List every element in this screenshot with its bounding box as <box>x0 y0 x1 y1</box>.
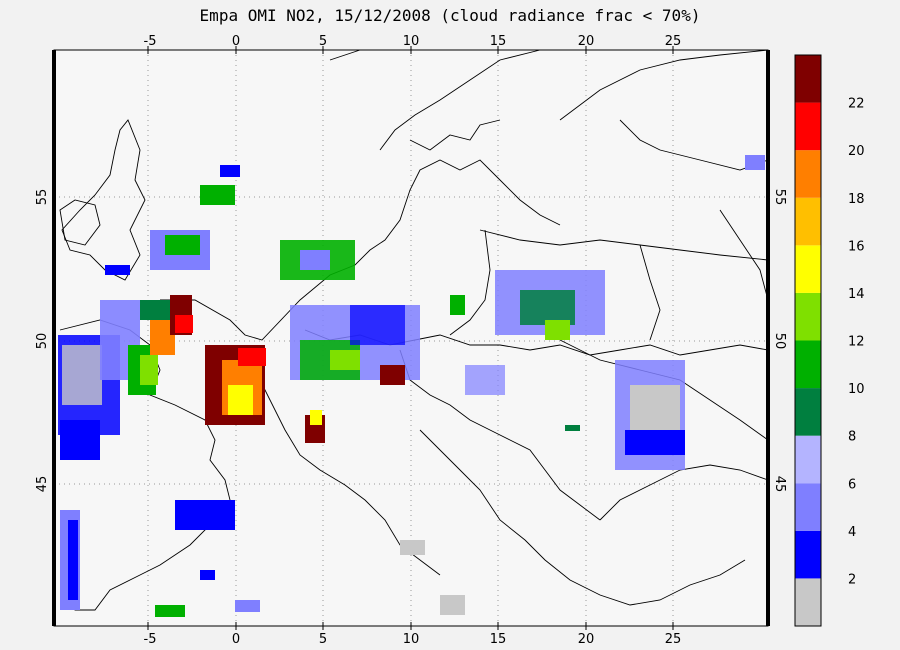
colorbar-label: 14 <box>848 287 865 302</box>
colorbar-frame <box>794 54 822 627</box>
lat-labels-right: 45 50 55 <box>772 189 787 493</box>
colorbar-label: 4 <box>848 525 856 540</box>
lat-tick-label: 45 <box>35 476 50 493</box>
colorbar-swatch <box>795 435 821 484</box>
lat-tick-label: 55 <box>772 189 787 206</box>
colorbar-label: 20 <box>848 144 865 159</box>
lon-tick-label: 15 <box>490 632 507 647</box>
lon-tick-label: 20 <box>578 632 595 647</box>
lat-tick-label: 45 <box>772 476 787 493</box>
graticule <box>54 50 768 626</box>
map-title: Empa OMI NO2, 15/12/2008 (cloud radiance… <box>199 6 701 25</box>
lon-labels-bottom: -5 0 5 10 15 20 25 <box>144 632 682 647</box>
lon-tick-label: 5 <box>319 34 327 49</box>
colorbar-label: 12 <box>848 335 865 350</box>
lon-tick-label: 10 <box>403 632 420 647</box>
lon-tick-label: -5 <box>144 632 157 647</box>
colorbar-swatch <box>795 245 821 293</box>
colorbar-swatch <box>795 150 821 198</box>
lat-tick-label: 50 <box>772 333 787 350</box>
lat-labels-left: 45 50 55 <box>35 189 50 493</box>
lon-tick-label: 0 <box>232 34 240 49</box>
colorbar-label: 22 <box>848 97 865 112</box>
colorbar-swatch <box>795 530 821 579</box>
lon-tick-label: 0 <box>232 632 240 647</box>
lon-tick-label: -5 <box>144 34 157 49</box>
colorbar-swatch <box>795 388 821 436</box>
lat-tick-label: 55 <box>35 189 50 206</box>
colorbar-label: 6 <box>848 477 856 492</box>
lon-tick-label: 5 <box>319 632 327 647</box>
lat-tick-label: 50 <box>35 333 50 350</box>
tick-marks <box>147 46 674 630</box>
no2-data-layer <box>58 155 765 617</box>
colorbar-swatch <box>795 292 821 341</box>
lon-tick-label: 25 <box>665 34 682 49</box>
colorbar-swatch <box>795 197 821 246</box>
colorbar-label: 2 <box>848 572 856 587</box>
colorbar-swatch <box>795 55 821 103</box>
colorbar: 2 4 6 8 10 12 14 16 18 20 22 <box>794 54 865 627</box>
colorbar-label: 8 <box>848 430 856 445</box>
colorbar-label: 10 <box>848 382 865 397</box>
colorbar-swatch <box>795 102 821 151</box>
lon-tick-label: 15 <box>490 34 507 49</box>
lon-tick-label: 20 <box>578 34 595 49</box>
lon-tick-label: 10 <box>403 34 420 49</box>
colorbar-swatch <box>795 578 821 626</box>
lon-tick-label: 25 <box>665 632 682 647</box>
colorbar-swatch <box>795 483 821 531</box>
lon-labels-top: -5 0 5 10 15 20 25 <box>144 34 682 49</box>
colorbar-label: 18 <box>848 192 865 207</box>
colorbar-label: 16 <box>848 239 865 254</box>
colorbar-swatch <box>795 340 821 389</box>
